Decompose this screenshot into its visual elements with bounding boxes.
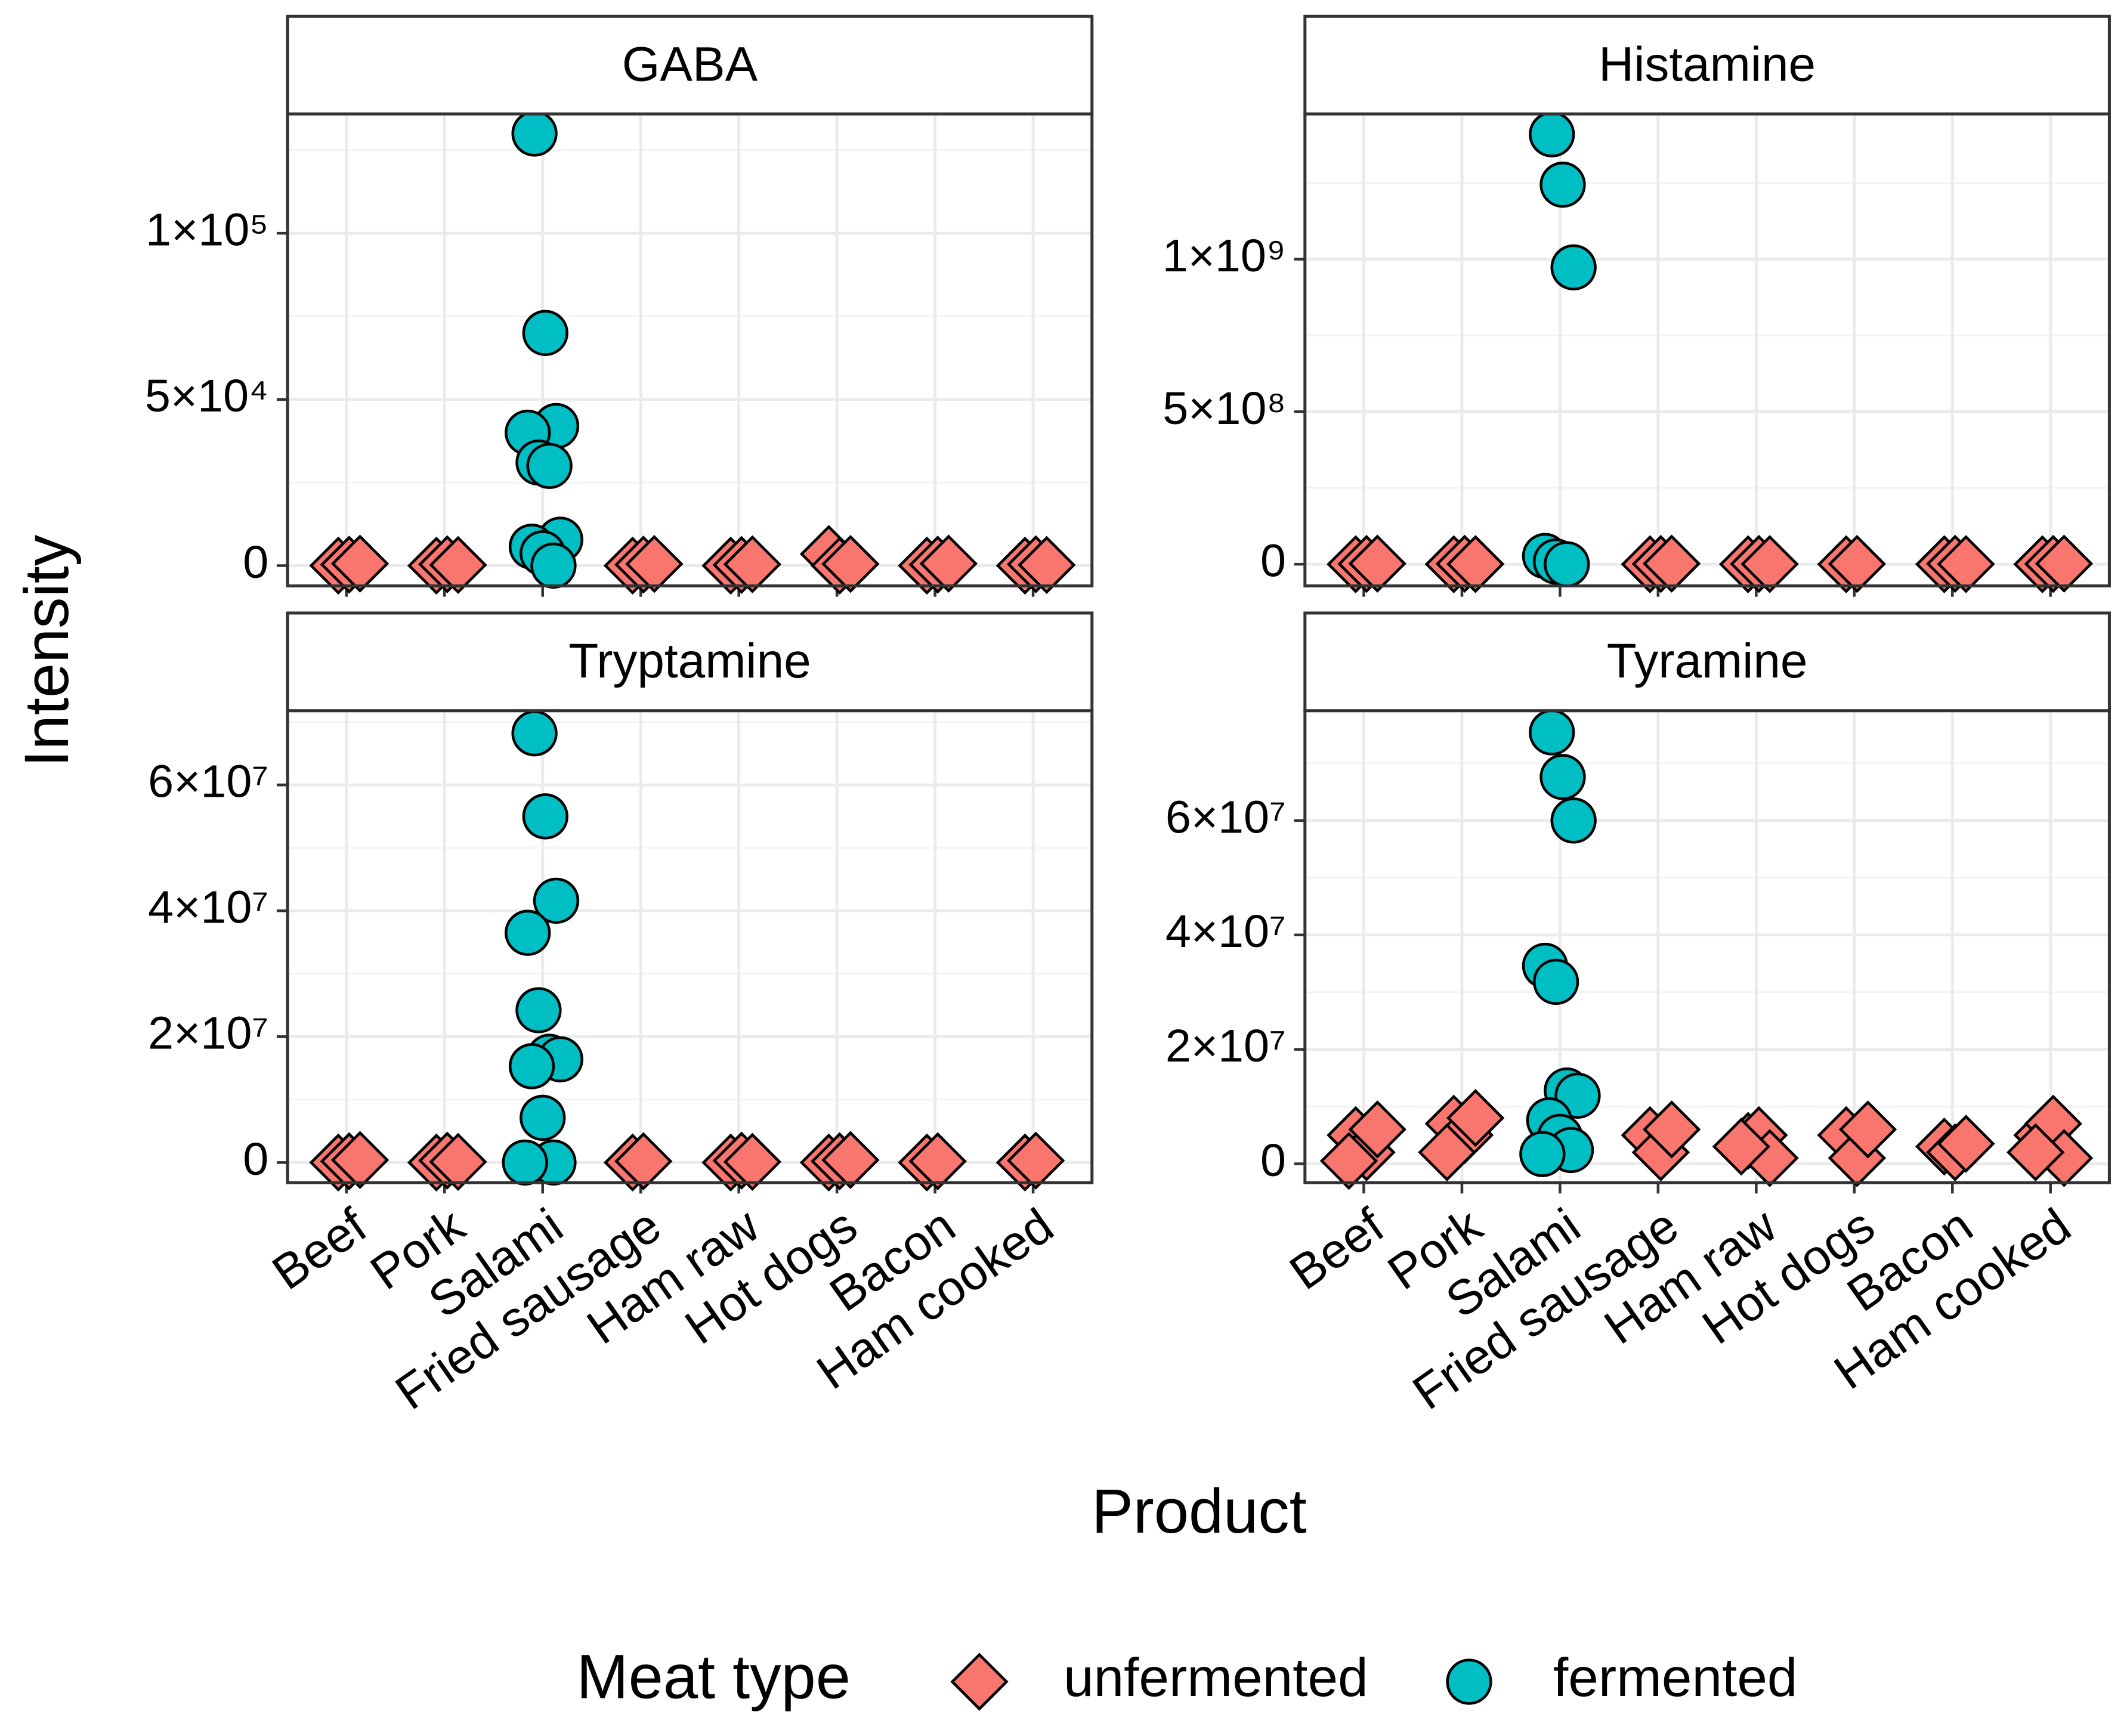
facet-title: Tyramine: [1607, 634, 1808, 688]
plot-background: [1304, 710, 2110, 1183]
data-point: [522, 793, 568, 840]
y-tick-label: 5×10⁸: [1163, 383, 1286, 434]
data-point: [330, 1131, 389, 1189]
data-point: [526, 442, 573, 489]
data-point: [908, 1132, 967, 1190]
data-point: [1446, 1089, 1505, 1147]
y-tick-label: 0: [243, 1134, 268, 1185]
y-tick-label: 0: [243, 537, 268, 588]
data-point: [1529, 111, 1575, 157]
data-point: [1348, 1100, 1406, 1159]
data-point: [1937, 535, 1995, 593]
data-point: [1006, 1131, 1065, 1190]
data-point: [1828, 534, 1887, 593]
data-point: [530, 542, 577, 589]
legend-label: fermented: [1553, 1648, 1798, 1708]
data-point: [1529, 709, 1575, 756]
data-point: [1348, 534, 1406, 593]
legend-key: [1446, 1658, 1492, 1705]
plot-background: [1304, 114, 2110, 586]
strip: [1303, 14, 2111, 116]
data-point: [1642, 1100, 1701, 1159]
x-axis-title: Product: [1092, 1477, 1307, 1546]
x-tick-label: Beef: [1280, 1198, 1393, 1300]
data-point: [1550, 797, 1597, 844]
data-point: [723, 535, 782, 593]
data-point: [821, 534, 880, 593]
strip: [1303, 611, 2111, 713]
y-tick-label: 0: [1260, 536, 1286, 587]
data-point: [508, 1043, 555, 1090]
legend-label: unfermented: [1064, 1648, 1368, 1708]
data-point: [511, 710, 558, 757]
data-point: [520, 1094, 566, 1141]
strip: [286, 611, 1094, 713]
data-point: [625, 534, 684, 593]
y-tick-label: 6×10⁷: [1165, 791, 1286, 843]
data-point: [2035, 534, 2094, 593]
data-point: [1519, 1131, 1566, 1177]
y-tick-label: 2×10⁷: [148, 1008, 268, 1059]
y-tick-label: 4×10⁷: [148, 882, 268, 933]
facet-title: Histamine: [1599, 37, 1816, 91]
data-point: [1712, 1117, 1771, 1176]
strip: [286, 14, 1094, 116]
data-point: [1532, 958, 1579, 1005]
data-point: [1539, 754, 1586, 800]
data-point: [533, 877, 580, 924]
data-point: [723, 1132, 782, 1191]
y-tick-label: 6×10⁷: [148, 756, 268, 807]
data-point: [522, 310, 568, 356]
y-tick-label: 1×10⁹: [1163, 230, 1286, 281]
data-point: [502, 1139, 548, 1186]
data-point: [1018, 536, 1076, 595]
data-point: [1544, 541, 1590, 587]
y-tick-label: 4×10⁷: [1165, 906, 1286, 957]
data-point: [1838, 1100, 1897, 1159]
facet-title: GABA: [622, 37, 758, 91]
x-tick-label: Beef: [263, 1198, 376, 1300]
data-point: [1446, 535, 1505, 593]
data-point: [1319, 1131, 1378, 1190]
data-point: [821, 1131, 880, 1189]
data-point: [1740, 535, 1799, 593]
y-tick-label: 2×10⁷: [1165, 1020, 1286, 1072]
data-point: [1539, 162, 1586, 208]
legend-key: [950, 1653, 1009, 1711]
data-point: [1550, 244, 1597, 291]
y-axis-title: Intensity: [12, 534, 82, 767]
facet-title: Tryptamine: [568, 634, 811, 688]
data-point: [505, 909, 551, 956]
legend-title: Meat type: [577, 1642, 851, 1712]
data-point: [515, 987, 562, 1033]
data-point: [2007, 1123, 2065, 1181]
y-tick-label: 5×10⁴: [145, 370, 268, 422]
data-point: [429, 1132, 487, 1191]
plot-background: [287, 710, 1092, 1183]
data-point: [1642, 534, 1701, 593]
y-tick-label: 0: [1260, 1135, 1286, 1186]
data-point: [511, 110, 558, 157]
y-tick-label: 1×10⁵: [146, 205, 268, 256]
data-point: [919, 534, 978, 593]
data-point: [1937, 1115, 1995, 1173]
data-point: [1418, 1123, 1476, 1181]
data-point: [614, 1132, 673, 1190]
plot-background: [287, 114, 1092, 586]
data-point: [429, 536, 487, 595]
data-point: [330, 534, 389, 593]
